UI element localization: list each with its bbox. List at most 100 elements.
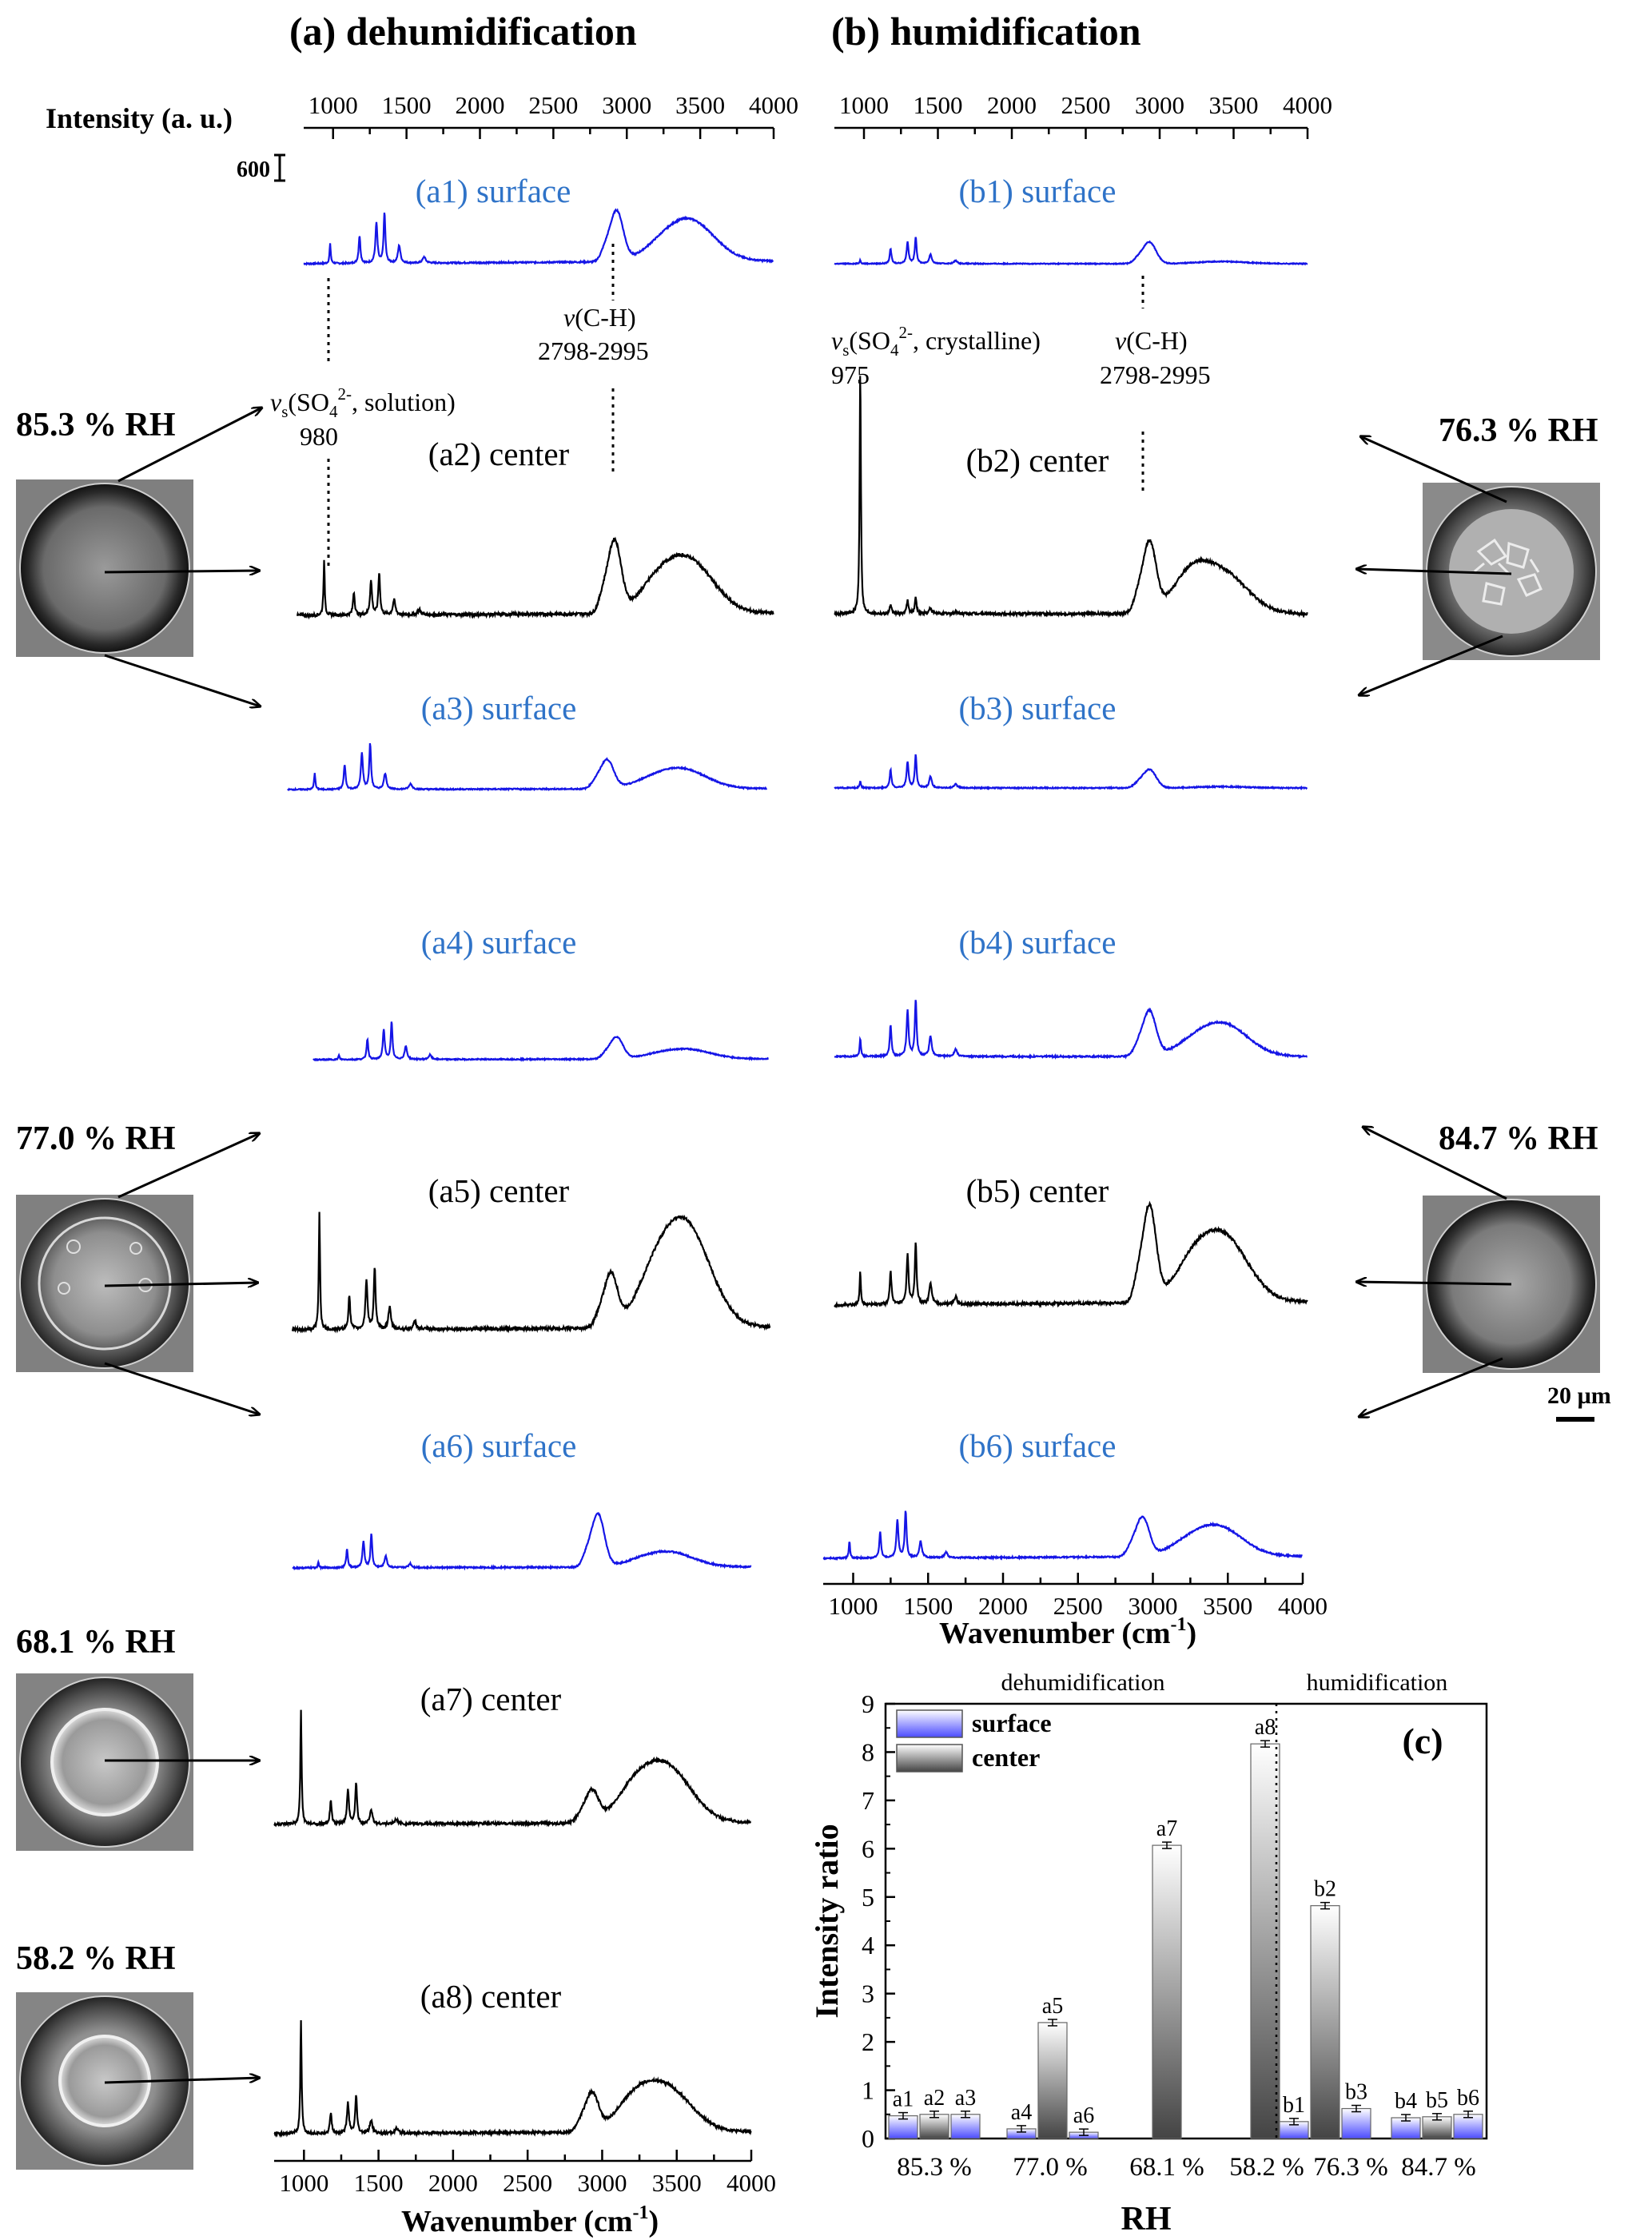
so4-solution-annotation: vs(SO42-, solution) (270, 384, 456, 421)
spectrum-b3 (834, 754, 1308, 791)
spectrum-a7 (273, 1709, 752, 1828)
intensity-scale-bar (274, 153, 285, 182)
y-tick-label: 8 (862, 1737, 874, 1766)
bar-a8 (1250, 1743, 1280, 2139)
spectrum-label-a4: (a4) surface (421, 924, 577, 961)
axis-tick-label: 1000 (279, 2169, 328, 2197)
rh-label-76-3: 76.3 % RH (1439, 412, 1598, 449)
axis-tick-label: 1500 (382, 91, 432, 119)
droplet-image-58-2 (16, 1992, 193, 2170)
bar-label-a1: a1 (893, 2087, 914, 2112)
xlabel-a: Wavenumber (cm-1) (401, 2202, 659, 2238)
axis-tick-label: 2000 (978, 1592, 1028, 1620)
spectrum-a6 (292, 1512, 752, 1571)
group-label: 84.7 % (1401, 2153, 1476, 2182)
bar-label-a7: a7 (1156, 1816, 1177, 1841)
axis-tick-label: 3500 (1209, 91, 1259, 119)
spectrum-label-b4: (b4) surface (959, 924, 1117, 961)
y-tick-label: 3 (862, 1979, 874, 2008)
spectrum-a8 (273, 2019, 752, 2139)
so4-crystalline-annotation: vs(SO42-, crystalline) (831, 323, 1041, 360)
legend-label-surface: surface (972, 1709, 1052, 1737)
legend-swatch-surface (896, 1709, 963, 1738)
bar-label-a2: a2 (924, 2086, 945, 2111)
spectrum-labels: (a1) surface (a2) center (a3) surface (a4) … (416, 173, 1117, 2015)
spectrum-b2 (834, 376, 1308, 619)
droplet-image-68-1 (16, 1673, 193, 1851)
ch-annotation-a: v(C-H) (563, 303, 636, 332)
axis-tick-label: 3000 (602, 91, 651, 119)
axis-tick-label: 3000 (577, 2169, 627, 2197)
ch-annotation-b: v(C-H) (1115, 326, 1188, 355)
spectrum-label-a8: (a8) center (420, 1978, 562, 2015)
group-label: 77.0 % (1013, 2153, 1088, 2182)
so4-crystalline-number: 975 (831, 360, 870, 389)
bar-a2 (919, 2114, 949, 2139)
spectrum-label-b5: (b5) center (966, 1172, 1109, 1209)
spectrum-label-a7: (a7) center (420, 1681, 562, 1717)
spectrum-label-a5: (a5) center (428, 1172, 570, 1209)
y-tick-label: 1 (862, 2076, 874, 2105)
bar-label-a6: a6 (1073, 2103, 1094, 2128)
axis-tick-label: 4000 (1283, 91, 1332, 119)
axis-tick-label: 1000 (309, 91, 358, 119)
panel-a-title: (a) dehumidification (289, 9, 637, 54)
so4-solution-number: 980 (300, 422, 338, 451)
axis-tick-label: 2000 (456, 91, 505, 119)
axis-tick-label: 1000 (839, 91, 889, 119)
y-tick-label: 2 (862, 2027, 874, 2056)
axis-tick-label: 3000 (1135, 91, 1184, 119)
y-tick-label: 6 (862, 1834, 874, 1863)
scale-bar-label: 20 µm (1547, 1383, 1611, 1409)
group-label: 85.3 % (897, 2153, 972, 2182)
bar-label-a5: a5 (1042, 1994, 1063, 2019)
bar-b3 (1341, 2107, 1371, 2139)
bar-label-b5: b5 (1426, 2088, 1448, 2113)
axis-tick-label: 3500 (1203, 1592, 1252, 1620)
spectrum-a4 (312, 1021, 769, 1062)
spectrum-label-b3: (b3) surface (959, 690, 1117, 726)
bar-a7 (1152, 1844, 1182, 2139)
droplet-image-76-3 (1423, 483, 1600, 660)
wavenumber-axis-b-top: 1000 1500 2000 2500 3000 3500 4000 (834, 91, 1332, 139)
y-tick-label: 4 (862, 1931, 874, 1960)
wavenumber-axis-b-bottom: 1000 1500 2000 2500 3000 3500 4000 (823, 1573, 1328, 1620)
axis-tick-label: 1500 (903, 1592, 953, 1620)
axis-tick-label: 2500 (1053, 1592, 1103, 1620)
rh-label-84-7: 84.7 % RH (1439, 1120, 1598, 1157)
bar-label-a8: a8 (1255, 1715, 1276, 1740)
arrows (104, 408, 1512, 2084)
spectrum-b5 (834, 1200, 1308, 1309)
bar-label-b3: b3 (1345, 2080, 1367, 2105)
bar-label-b2: b2 (1314, 1877, 1336, 1902)
axis-tick-label: 1500 (914, 91, 963, 119)
droplet-image-77-0 (16, 1195, 193, 1372)
bar-a5 (1037, 2022, 1068, 2139)
spectrum-a2 (296, 536, 774, 620)
spectra-group (273, 208, 1308, 2139)
y-tick-label: 5 (862, 1883, 874, 1912)
axis-tick-label: 3000 (1129, 1592, 1178, 1620)
axis-tick-label: 4000 (726, 2169, 776, 2197)
spectrum-a5 (291, 1212, 771, 1334)
x-axis-label: RH (1121, 2201, 1172, 2238)
spectrum-b4 (834, 1000, 1308, 1060)
droplet-image-85-3 (16, 479, 193, 657)
spectrum-label-a1: (a1) surface (416, 173, 571, 209)
axis-tick-label: 3500 (675, 91, 725, 119)
spectrum-label-a6: (a6) surface (421, 1427, 577, 1464)
y-tick-label: 9 (862, 1689, 874, 1718)
bar-label-a3: a3 (955, 2086, 976, 2111)
y-axis-label: Intensity ratio (809, 1824, 845, 2018)
ch-range-a: 2798-2995 (538, 336, 649, 365)
group-label: 76.3 % (1313, 2153, 1388, 2182)
spectrum-label-a3: (a3) surface (421, 690, 577, 726)
axis-tick-label: 3500 (652, 2169, 702, 2197)
legend-label-center: center (972, 1743, 1040, 1772)
spectrum-label-b2: (b2) center (966, 442, 1109, 479)
bar-label-b1: b1 (1283, 2093, 1305, 2118)
bar-b2 (1310, 1905, 1340, 2139)
intensity-axis-label: Intensity (a. u.) (46, 102, 233, 134)
rh-label-77-0: 77.0 % RH (16, 1120, 176, 1157)
